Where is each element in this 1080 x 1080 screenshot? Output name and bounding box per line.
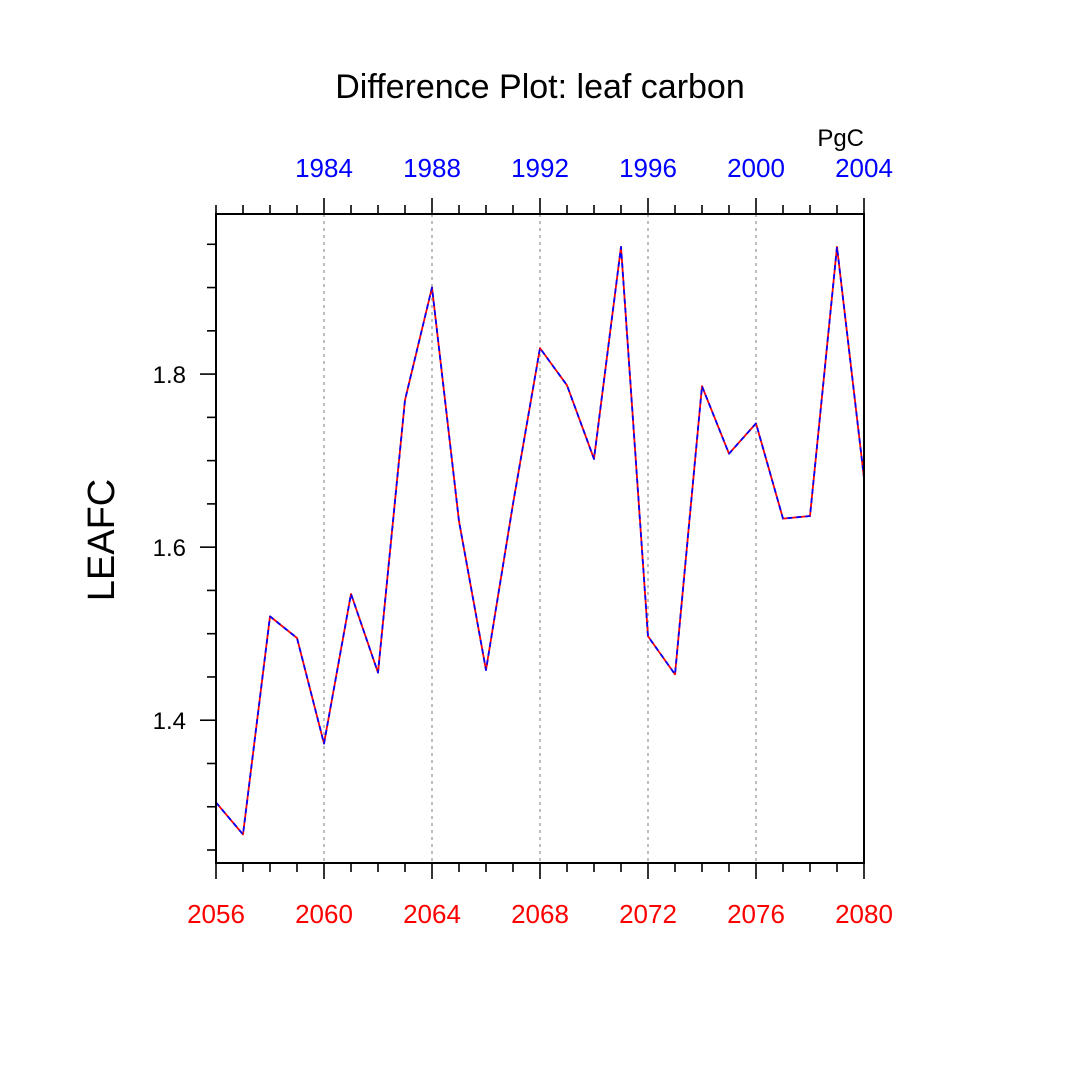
bottom-tick-label-2068: 2068 bbox=[511, 899, 569, 929]
top-tick-label-1996: 1996 bbox=[619, 153, 677, 183]
y-tick-label-1.6: 1.6 bbox=[153, 535, 186, 562]
top-tick-label-1992: 1992 bbox=[511, 153, 569, 183]
bottom-tick-label-2076: 2076 bbox=[727, 899, 785, 929]
bottom-tick-label-2064: 2064 bbox=[403, 899, 461, 929]
y-axis-label: LEAFC bbox=[81, 479, 123, 601]
units-label: PgC bbox=[817, 125, 864, 152]
top-tick-label-2004: 2004 bbox=[835, 153, 893, 183]
axis-ticks bbox=[200, 198, 865, 879]
series-line-case2 bbox=[215, 245, 865, 836]
series-lines bbox=[215, 245, 865, 836]
y-tick-label-1.8: 1.8 bbox=[153, 362, 186, 389]
bottom-tick-label-2080: 2080 bbox=[835, 899, 893, 929]
top-tick-label-2000: 2000 bbox=[727, 153, 785, 183]
grid-lines bbox=[323, 214, 757, 863]
bottom-tick-label-2056: 2056 bbox=[187, 899, 245, 929]
top-tick-label-1984: 1984 bbox=[295, 153, 353, 183]
chart-title: Difference Plot: leaf carbon bbox=[335, 68, 745, 106]
top-tick-label-1988: 1988 bbox=[403, 153, 461, 183]
bottom-tick-label-2072: 2072 bbox=[619, 899, 677, 929]
axis-tick-labels: 2056 2060 2064 2068 2072 2076 2080 1984 1988 1992… bbox=[153, 153, 893, 929]
bottom-tick-label-2060: 2060 bbox=[295, 899, 353, 929]
y-tick-label-1.4: 1.4 bbox=[153, 708, 186, 735]
